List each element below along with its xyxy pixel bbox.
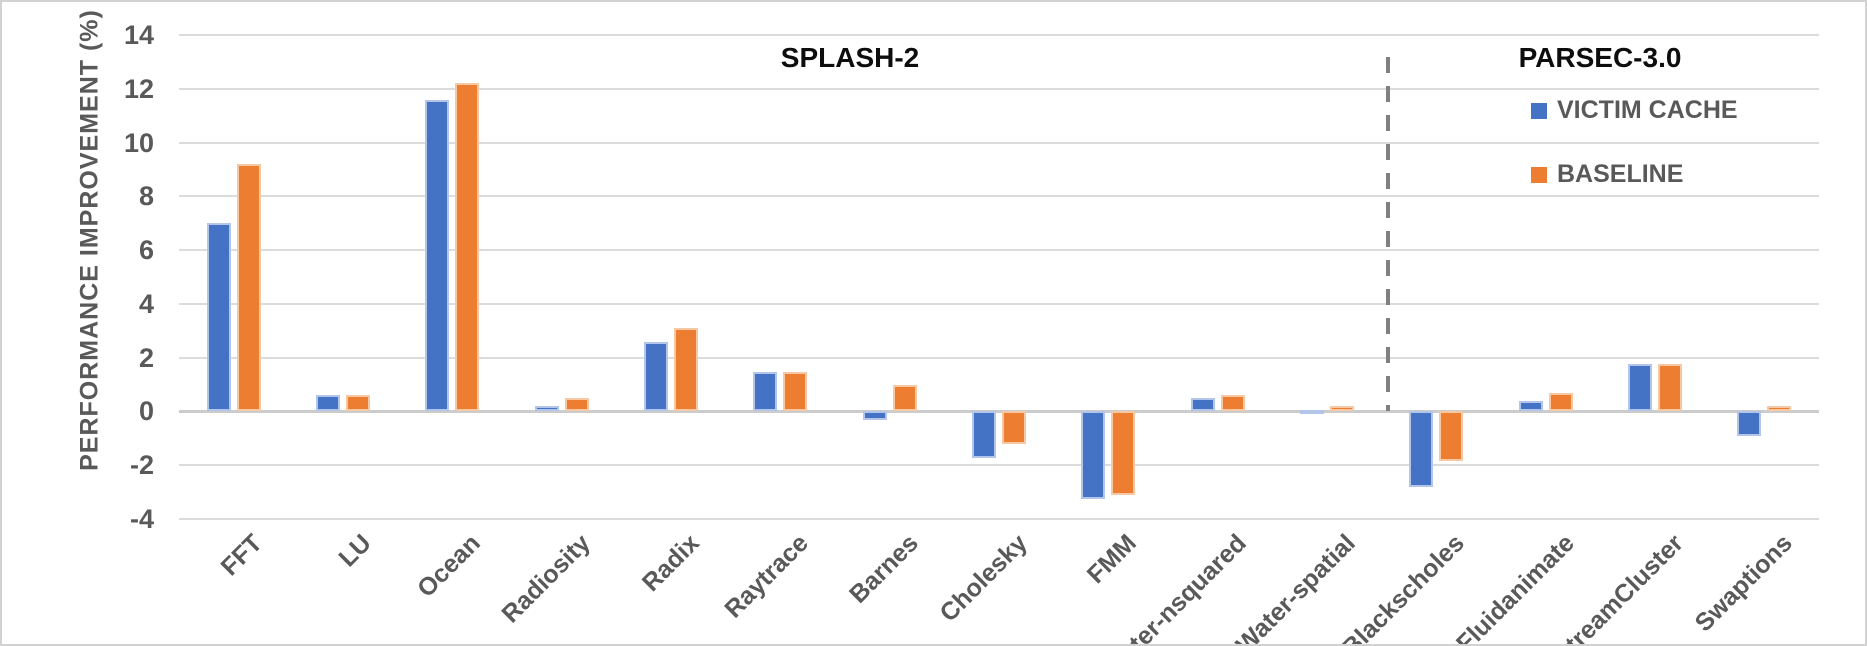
bar-victim-cache-raytrace [753, 372, 778, 412]
gridline-2 [179, 356, 1819, 359]
bar-baseline-cholesky [1002, 411, 1026, 444]
y-tick-14: 14 [123, 20, 154, 50]
legend-entry-victim-cache: VICTIM CACHE [1531, 96, 1738, 125]
bar-baseline-fmm [1111, 411, 1136, 495]
bar-victim-cache-fmm [1081, 411, 1106, 499]
bar-victim-cache-water-spatial [1300, 410, 1324, 415]
y-tick-0: 0 [138, 396, 154, 427]
x-label-fft: FFT [215, 529, 268, 582]
bar-victim-cache-cholesky [972, 411, 996, 459]
gridline-4 [179, 302, 1819, 305]
y-tick-10: 10 [123, 127, 154, 158]
bar-baseline-radix [674, 328, 698, 412]
bar-baseline-lu [346, 395, 370, 412]
y-tick--2: -2 [129, 450, 154, 481]
y-tick-2: 2 [138, 342, 154, 373]
y-tick-8: 8 [138, 181, 154, 212]
bar-baseline-water-spatial [1330, 406, 1354, 412]
bar-victim-cache-barnes [862, 411, 887, 420]
y-tick--4: -4 [129, 504, 154, 534]
gridline-8 [179, 195, 1819, 198]
bar-victim-cache-ocean [425, 99, 450, 412]
section-divider-dashed-line [1385, 57, 1390, 412]
bar-victim-cache-swaptions [1737, 411, 1762, 436]
legend-label: VICTIM CACHE [1557, 96, 1738, 124]
legend-swatch-victim-cache [1531, 102, 1547, 119]
bar-victim-cache-fluidanimate [1518, 400, 1543, 412]
bar-baseline-water-nsquared [1220, 395, 1245, 412]
y-tick-12: 12 [123, 73, 154, 104]
legend-entry-baseline: BASELINE [1531, 160, 1683, 189]
gridline--4 [179, 518, 1819, 520]
section-header-splash-2: SPLASH-2 [780, 42, 920, 73]
gridline-12 [179, 87, 1819, 90]
gridline-6 [179, 249, 1819, 252]
bar-baseline-fft [236, 164, 261, 412]
y-tick-6: 6 [138, 235, 154, 266]
bar-baseline-barnes [892, 384, 917, 412]
bar-victim-cache-radix [644, 341, 668, 412]
bar-victim-cache-blackscholes [1409, 411, 1434, 487]
section-header-parsec-3.0: PARSEC-3.0 [1518, 42, 1682, 73]
legend-swatch-baseline [1531, 166, 1547, 183]
bar-baseline-swaptions [1767, 406, 1792, 412]
bar-baseline-raytrace [783, 372, 808, 412]
bar-victim-cache-water-nsquared [1190, 398, 1215, 412]
bar-victim-cache-radiosity [534, 406, 559, 412]
bar-baseline-ocean [455, 83, 480, 412]
bar-baseline-fluidanimate [1548, 392, 1573, 412]
legend-label: BASELINE [1557, 160, 1684, 188]
gridline-10 [179, 141, 1819, 144]
bar-baseline-streamcluster [1658, 364, 1682, 412]
bar-victim-cache-fft [206, 223, 231, 412]
bar-baseline-radiosity [564, 398, 589, 412]
gridline-14 [179, 34, 1819, 36]
bar-victim-cache-streamcluster [1628, 364, 1652, 412]
bar-victim-cache-lu [316, 395, 340, 412]
gridline--2 [179, 464, 1819, 467]
bar-baseline-blackscholes [1439, 411, 1464, 462]
gridline-0 [179, 410, 1819, 414]
y-tick-4: 4 [138, 288, 154, 319]
